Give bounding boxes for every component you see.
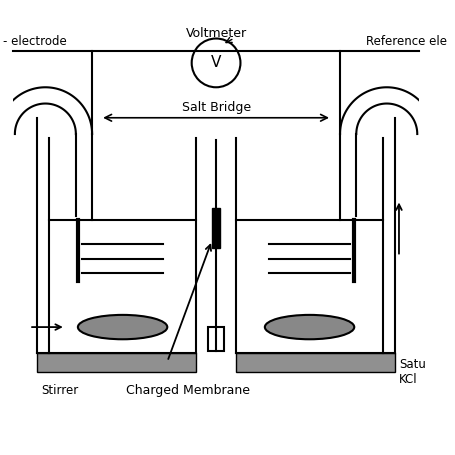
Circle shape	[192, 39, 240, 87]
Bar	[37, 354, 196, 372]
Bar	[237, 354, 395, 372]
Bar	[208, 327, 224, 351]
Bar	[212, 208, 220, 248]
Text: Satu
KCl: Satu KCl	[399, 358, 426, 385]
Text: Salt Bridge: Salt Bridge	[182, 101, 251, 114]
Text: Voltmeter: Voltmeter	[186, 27, 247, 40]
Text: Reference ele: Reference ele	[366, 35, 447, 48]
Ellipse shape	[265, 315, 354, 339]
Text: Stirrer: Stirrer	[41, 384, 79, 397]
Ellipse shape	[78, 315, 167, 339]
Text: Charged Membrane: Charged Membrane	[126, 384, 250, 397]
Text: V: V	[211, 56, 221, 71]
Text: - electrode: - electrode	[3, 35, 67, 48]
